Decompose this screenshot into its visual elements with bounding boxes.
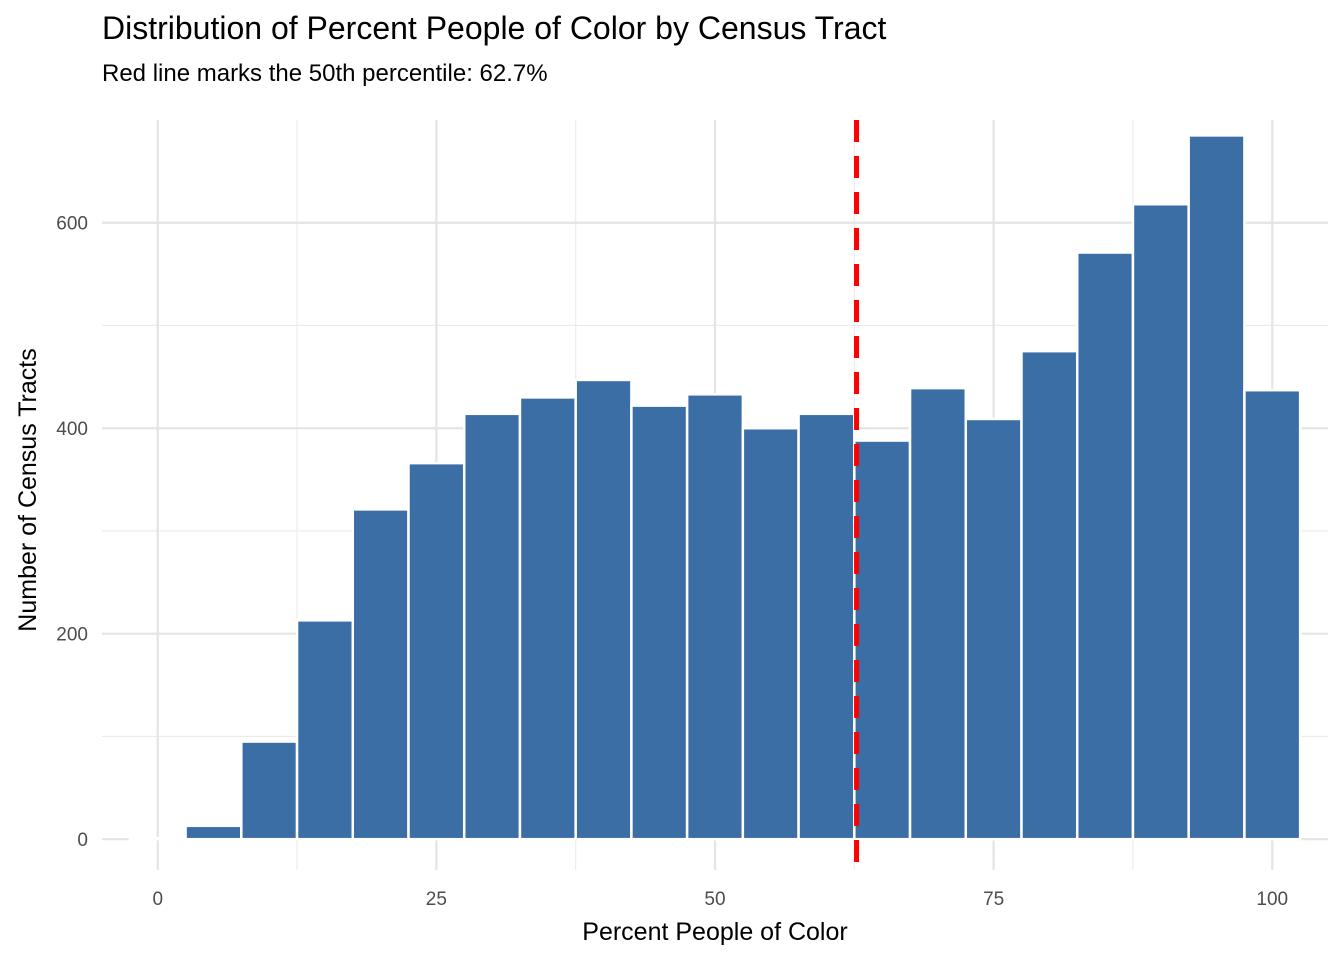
x-tick-label: 50 (704, 889, 725, 910)
x-tick-label: 25 (426, 889, 447, 910)
y-tick-label: 200 (56, 625, 88, 646)
y-axis-ticks: 0 200 400 600 (56, 214, 88, 851)
x-tick-label: 100 (1256, 889, 1288, 910)
histogram-bar (1187, 134, 1246, 841)
histogram-bar (741, 426, 800, 841)
histogram-bar (1243, 388, 1302, 841)
histogram-bar (853, 439, 912, 841)
histogram-bar (797, 412, 856, 841)
histogram-bar (630, 404, 689, 841)
x-axis-title: Percent People of Color (582, 918, 847, 946)
x-axis-ticks: 0 25 50 75 100 (152, 889, 1288, 910)
x-tick-label: 75 (983, 889, 1004, 910)
histogram-bar (407, 461, 466, 841)
histogram-bar (1020, 349, 1079, 841)
histogram-bar (908, 386, 968, 841)
histogram-bar (1075, 251, 1135, 841)
histogram-bar (1131, 202, 1190, 841)
histogram-bar (518, 396, 577, 841)
chart-subtitle: Red line marks the 50th percentile: 62.7… (102, 60, 548, 87)
histogram-bar (351, 508, 410, 841)
histogram-bar (240, 740, 299, 841)
histogram-bar (184, 824, 243, 841)
histogram-bar (462, 412, 522, 841)
y-tick-label: 0 (77, 830, 88, 851)
y-tick-label: 600 (56, 214, 88, 235)
chart-title: Distribution of Percent People of Color … (102, 10, 887, 46)
y-tick-label: 400 (56, 419, 88, 440)
x-tick-label: 0 (152, 889, 163, 910)
histogram-bar (295, 619, 355, 841)
histogram-bar (964, 417, 1023, 841)
histogram-bar (128, 836, 187, 841)
histogram-bar (574, 378, 633, 841)
histogram-bars (128, 134, 1302, 841)
histogram-bar (685, 393, 745, 841)
y-axis-title: Number of Census Tracts (14, 348, 42, 631)
